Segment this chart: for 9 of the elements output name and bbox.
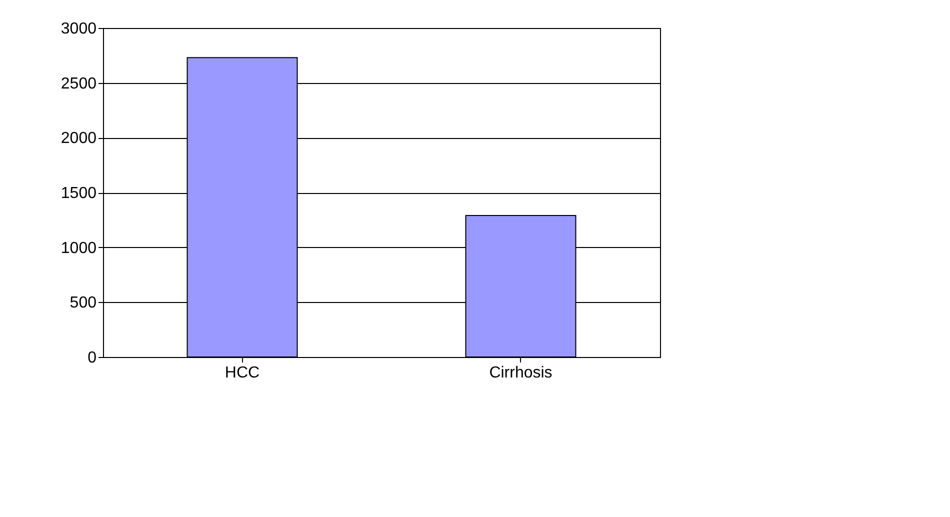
- x-tick-label: Cirrhosis: [489, 364, 552, 382]
- x-tick-label: HCC: [224, 364, 260, 382]
- y-tick-label: 500: [70, 294, 97, 312]
- y-tick-label: 2500: [60, 75, 97, 92]
- y-tick-label: 2000: [60, 130, 97, 148]
- y-tick-label: 1000: [60, 240, 97, 257]
- y-tick-label: 1500: [60, 185, 97, 202]
- y-tick-label: 3000: [60, 20, 97, 38]
- y-tick-label: 0: [88, 350, 97, 366]
